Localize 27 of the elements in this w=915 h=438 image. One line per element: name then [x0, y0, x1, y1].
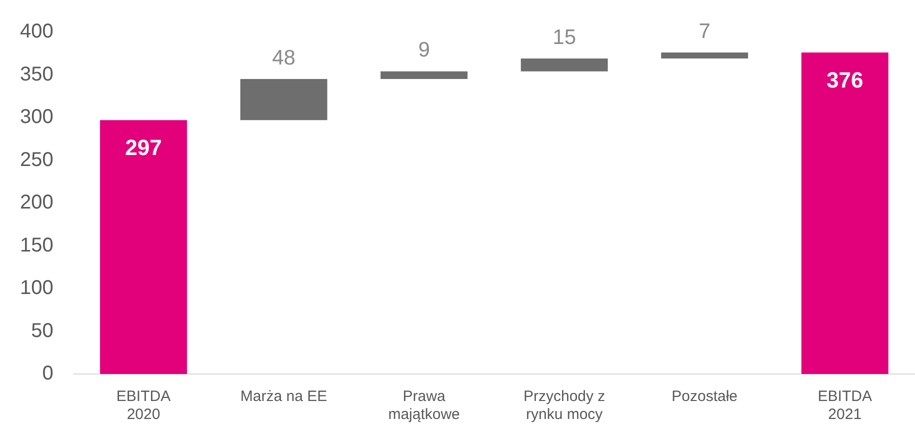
bar: [801, 52, 888, 374]
y-tick-label: 350: [20, 63, 54, 86]
data-label: 376: [826, 68, 864, 93]
y-tick-label: 0: [42, 362, 54, 385]
y-tick-label: 250: [20, 148, 54, 171]
y-tick-label: 50: [31, 320, 54, 342]
data-label: 7: [698, 20, 710, 43]
bar: [240, 79, 328, 120]
y-tick-label: 400: [20, 20, 54, 43]
data-label: 297: [125, 135, 162, 160]
y-tick-label: 150: [20, 234, 54, 256]
data-label: 48: [272, 46, 296, 70]
x-tick-label: Przychody z rynku mocy: [523, 388, 606, 424]
bar: [380, 71, 468, 80]
x-tick-label: EBITDA 2021: [818, 388, 872, 424]
x-tick-label: Prawa majątkowe: [388, 388, 460, 424]
bar: [100, 120, 187, 374]
x-tick-label: EBITDA 2020: [116, 388, 171, 424]
bar: [661, 52, 748, 59]
x-tick-label: Marża na EE: [240, 388, 328, 406]
y-tick-label: 100: [20, 277, 54, 300]
data-label: 9: [418, 38, 430, 62]
data-label: 15: [552, 26, 576, 49]
y-tick-label: 300: [20, 106, 54, 128]
y-tick-label: 200: [20, 192, 54, 214]
x-tick-label: Pozostałe: [672, 388, 738, 406]
bar: [520, 58, 608, 72]
